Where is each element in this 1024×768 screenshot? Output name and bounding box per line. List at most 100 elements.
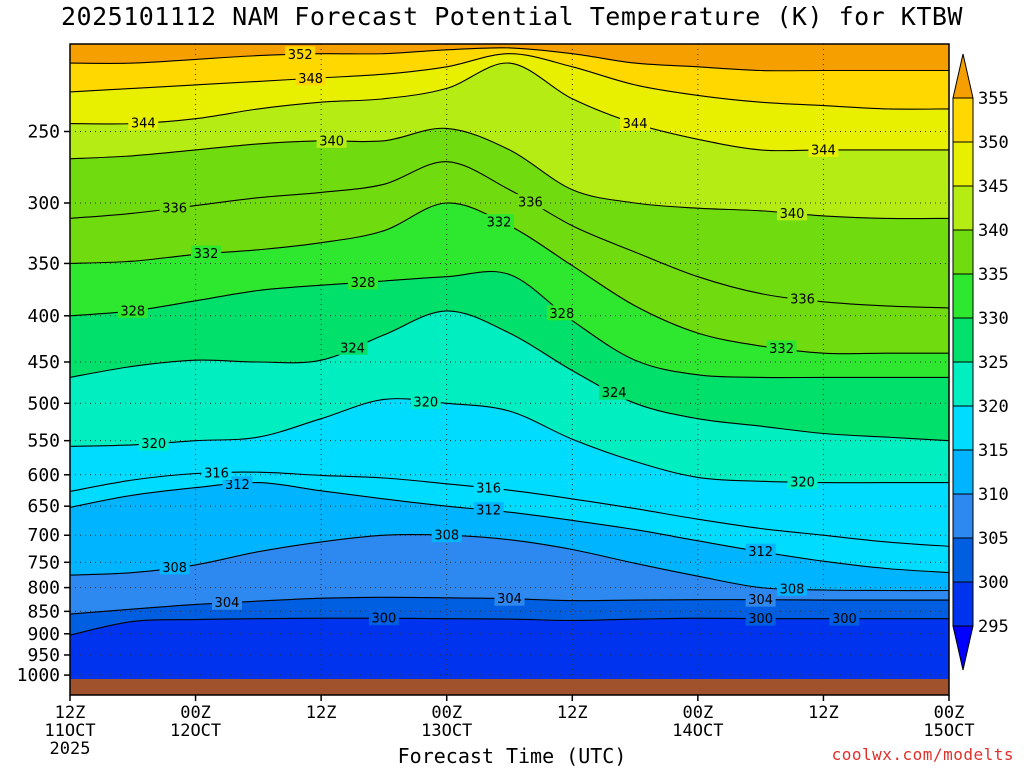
isotherm-label-324-0: 324 (340, 341, 365, 356)
isotherm-label-332-2: 332 (769, 342, 794, 357)
isotherm-label-bg (546, 305, 577, 321)
colorbar-label-300: 300 (978, 573, 1009, 593)
colorbar-label-355: 355 (978, 89, 1009, 109)
isotherm-label-304-1: 304 (497, 592, 522, 607)
x-tick-label-0-2: 11OCT (44, 721, 95, 741)
isotherm-324 (70, 310, 949, 442)
y-tick-label-950: 950 (27, 645, 60, 666)
y-tick-label-400: 400 (27, 306, 60, 327)
colorbar-label-295: 295 (978, 617, 1009, 637)
colorbar-label-320: 320 (978, 397, 1009, 417)
isotherm-label-332-0: 332 (194, 247, 219, 262)
isotherm-352 (70, 47, 949, 72)
isotherm-label-316-0: 316 (204, 467, 229, 482)
colorbar-swatch-310 (952, 449, 974, 495)
isotherm-label-312-1: 312 (476, 504, 501, 519)
isotherm-label-bg (159, 559, 190, 575)
isotherm-312 (70, 482, 949, 574)
x-tick-label-48-1: 12Z (557, 703, 588, 723)
x-axis-title: Forecast Time (UTC) (397, 744, 627, 768)
colorbar-swatch-330 (952, 273, 974, 319)
isotherm-label-bg (620, 115, 651, 131)
x-tick-label-60-2: 14OCT (672, 721, 723, 741)
x-tick-label-36-2: 13OCT (421, 721, 472, 741)
chart-title: 2025101112 NAM Forecast Potential Temper… (61, 2, 963, 31)
colorbar-swatch-300 (952, 537, 974, 583)
isotherm-label-344-2: 344 (811, 143, 836, 158)
colorbar: 295 300 305 310 315 320 325 330 335 340 345 350 355 (952, 53, 1009, 671)
isotherm-label-300-0: 300 (372, 612, 397, 627)
fill-band-312 (70, 472, 949, 573)
colorbar-label-310: 310 (978, 485, 1009, 505)
isotherm-label-336-2: 336 (790, 293, 815, 308)
fill-band-336 (70, 128, 949, 308)
isotherm-label-bg (138, 435, 169, 451)
isotherm-label-300-1: 300 (748, 612, 773, 627)
x-tick-label-84-1: 00Z (934, 703, 965, 723)
colorbar-label-315: 315 (978, 441, 1009, 461)
y-tick-label-450: 450 (27, 352, 60, 373)
isotherm-label-324-1: 324 (602, 386, 627, 401)
isotherm-label-328-0: 328 (120, 304, 145, 319)
isotherm-label-bg (745, 610, 776, 626)
fill-band-324 (70, 271, 949, 441)
isotherm-label-344-0: 344 (131, 116, 156, 131)
isotherm-label-bg (515, 194, 546, 210)
fill-band-320 (70, 310, 949, 483)
isotherm-label-304-0: 304 (215, 596, 240, 611)
isotherm-label-bg (117, 302, 148, 318)
x-tick-label-12-2: 12OCT (170, 721, 221, 741)
isotherm-label-304-2: 304 (748, 593, 773, 608)
y-tick-label-900: 900 (27, 624, 60, 645)
colorbar-swatch-315 (952, 405, 974, 451)
colorbar-label-330: 330 (978, 309, 1009, 329)
colorbar-swatch-325 (952, 317, 974, 363)
y-tick-label-650: 650 (27, 496, 60, 517)
x-tick-label-0-3: 2025 (50, 739, 91, 759)
isotherm-label-bg (745, 543, 776, 559)
colorbar-label-325: 325 (978, 353, 1009, 373)
isotherm-label-bg (808, 141, 839, 157)
colorbar-swatch-345 (952, 141, 974, 187)
isotherm-label-308-0: 308 (162, 561, 187, 576)
isotherm-label-340-0: 340 (319, 134, 344, 149)
x-tick-label-84-2: 15OCT (923, 721, 974, 741)
fill-band-328 (70, 202, 949, 378)
colorbar-label-305: 305 (978, 529, 1009, 549)
color-fill-layer (70, 44, 949, 679)
isotherm-label-bg (191, 245, 222, 261)
isotherm-label-bg (787, 291, 818, 307)
isotherm-label-bg (777, 205, 808, 221)
colorbar-swatch-335 (952, 229, 974, 275)
terrain-band (70, 679, 949, 695)
isotherm-label-bg (348, 274, 378, 290)
colorbar-label-335: 335 (978, 265, 1009, 285)
isotherm-label-bg (201, 465, 232, 481)
x-tick-label-12-1: 00Z (180, 703, 211, 723)
x-tick-label-60-1: 00Z (682, 703, 713, 723)
isotherm-label-328-2: 328 (549, 307, 574, 322)
colorbar-cap-bottom (952, 625, 974, 671)
y-tick-label-550: 550 (27, 431, 60, 452)
isotherm-label-bg (410, 393, 441, 409)
y-tick-label-300: 300 (27, 193, 60, 214)
fill-band-300 (70, 597, 949, 636)
credit-text: coolwx.com/modelts (831, 745, 1014, 764)
y-axis: 2503003504004505005506006507007508008509… (17, 121, 70, 686)
isotherm-label-bg (128, 114, 159, 130)
colorbar-swatch-305 (952, 493, 974, 539)
isotherm-label-bg (285, 46, 316, 62)
isotherm-label-348-0: 348 (298, 72, 323, 87)
isotherm-label-300-2: 300 (832, 612, 857, 627)
isotherm-label-320-0: 320 (141, 437, 166, 452)
fill-band-348 (70, 47, 949, 110)
y-tick-label-700: 700 (27, 525, 60, 546)
colorbar-label-345: 345 (978, 177, 1009, 197)
isotherm-label-316-1: 316 (476, 482, 501, 497)
y-tick-label-250: 250 (27, 121, 60, 142)
isotherm-label-bg (745, 591, 776, 607)
fill-band-308 (70, 482, 949, 591)
